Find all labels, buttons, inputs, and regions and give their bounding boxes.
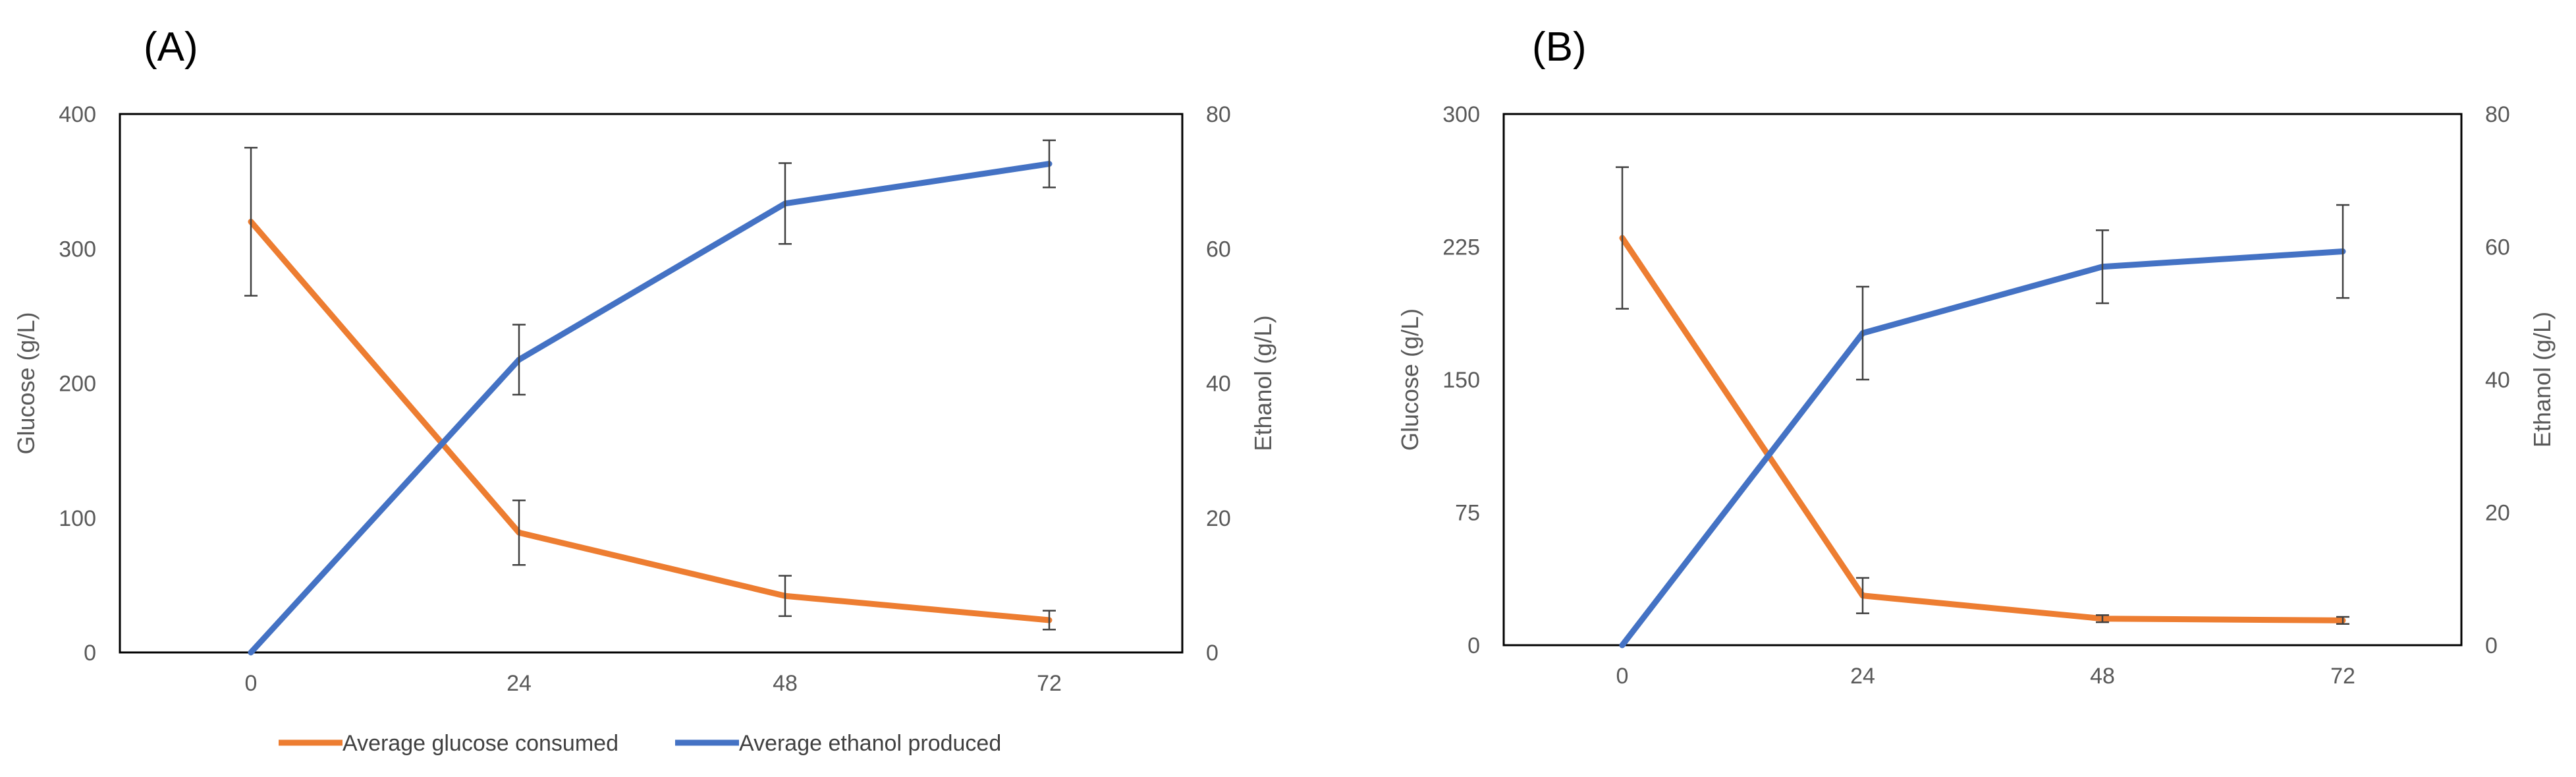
y-left-tick-label: 0	[1467, 633, 1480, 658]
x-tick-label: 24	[507, 671, 532, 696]
y-left-tick-label: 200	[59, 372, 96, 397]
y-left-tick-label: 400	[59, 102, 96, 127]
legend: Average glucose consumed Average ethanol…	[279, 731, 1001, 756]
series-line-ethanol	[1619, 248, 2346, 648]
y-right-tick-label: 40	[1206, 372, 1231, 397]
x-tick-label: 48	[773, 671, 798, 696]
x-tick-label: 72	[2330, 664, 2355, 689]
x-tick-label: 0	[245, 671, 258, 696]
y-left-tick-label: 0	[84, 641, 96, 666]
y-right-tick-label: 0	[1206, 641, 1219, 666]
plot-area-frame	[1502, 113, 2463, 647]
y-left-tick-label: 300	[1442, 102, 1480, 127]
panel-label: (A)	[144, 24, 198, 70]
y-right-tick-label: 20	[2485, 501, 2510, 526]
chart-panel-b: (B) 0 75 150 225 300 0 20 40 60 80 0 24 48 72 Glucose (…	[1396, 24, 2556, 689]
y-right-tick-label: 80	[2485, 102, 2510, 127]
y-left-tick-label: 300	[59, 237, 96, 262]
y-left-tick-label: 150	[1442, 368, 1480, 393]
y-left-axis-title: Glucose (g/L)	[1396, 308, 1423, 451]
legend-label-ethanol: Average ethanol produced	[739, 731, 1001, 756]
y-right-tick-label: 40	[2485, 368, 2510, 393]
legend-label-glucose: Average glucose consumed	[343, 731, 618, 756]
series-line-glucose	[1619, 235, 2346, 623]
series-line-glucose	[248, 218, 1053, 623]
series-line-ethanol	[248, 161, 1053, 656]
y-right-axis-title: Ethanol (g/L)	[1249, 315, 1276, 451]
y-left-tick-label: 225	[1442, 235, 1480, 260]
y-right-tick-label: 80	[1206, 102, 1231, 127]
y-right-tick-label: 60	[1206, 237, 1231, 262]
y-right-tick-label: 20	[1206, 506, 1231, 531]
x-tick-label: 0	[1616, 664, 1629, 689]
x-tick-label: 24	[1850, 664, 1875, 689]
y-right-tick-label: 0	[2485, 633, 2498, 658]
panel-label: (B)	[1532, 24, 1587, 70]
y-left-tick-label: 100	[59, 506, 96, 531]
y-left-tick-label: 75	[1455, 501, 1480, 526]
plot-area-frame	[119, 113, 1184, 654]
chart-panel-a: (A) 0 100 200 300 400 0 20 40 60 80 0 24 48 72 Glucose …	[13, 24, 1276, 696]
x-tick-label: 72	[1037, 671, 1062, 696]
y-right-axis-title: Ethanol (g/L)	[2529, 312, 2556, 447]
x-tick-label: 48	[2090, 664, 2115, 689]
y-right-tick-label: 60	[2485, 235, 2510, 260]
y-left-axis-title: Glucose (g/L)	[13, 312, 40, 454]
